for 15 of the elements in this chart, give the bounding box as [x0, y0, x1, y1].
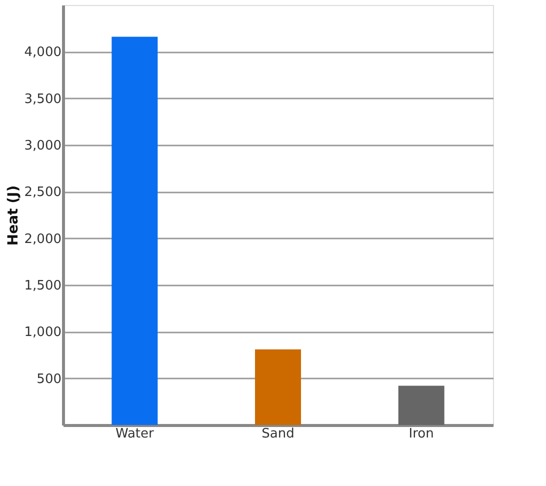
- bar: [398, 386, 444, 425]
- y-tick-label: 500: [36, 372, 62, 387]
- y-tick-label: 1,000: [24, 325, 62, 340]
- bar: [255, 349, 301, 425]
- y-tick-label: 3,500: [24, 92, 62, 107]
- y-tick-label: 2,000: [24, 232, 62, 247]
- y-tick-label: 3,000: [24, 138, 62, 154]
- bar: [112, 36, 158, 425]
- y-axis-title: Heat (J): [5, 185, 22, 246]
- y-tick-label: 2,500: [24, 185, 62, 200]
- y-tick-label: 1,500: [24, 278, 62, 294]
- x-tick-label: Iron: [408, 426, 434, 442]
- x-tick-label: Water: [115, 426, 155, 442]
- x-tick-label: Sand: [262, 426, 294, 442]
- y-tick-label: 4,000: [24, 45, 62, 60]
